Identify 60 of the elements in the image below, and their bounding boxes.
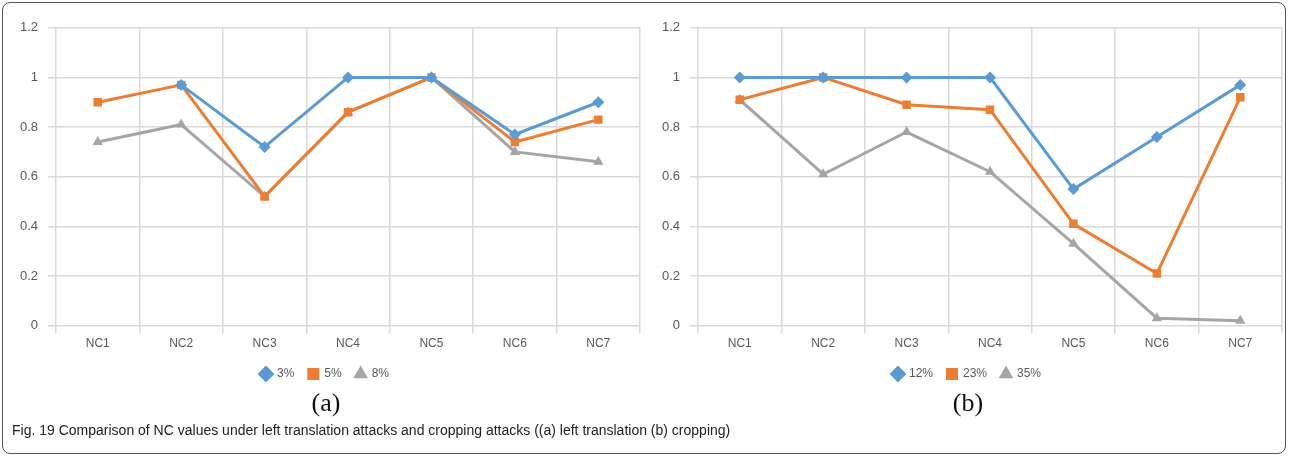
point [902,100,911,109]
point [1236,93,1245,102]
point [258,140,271,153]
y-tick-label: 0.2 [19,267,39,283]
legend-label: 12% [908,366,934,381]
x-tick-label: NC7 [586,336,611,351]
point [984,71,997,84]
point [1152,269,1162,278]
x-tick-label: NC2 [811,336,836,351]
point [509,145,521,155]
point [1151,312,1163,322]
y-tick-label: 0.4 [661,217,681,233]
x-tick-label: NC4 [336,336,361,351]
y-tick-label: 0.2 [661,267,681,283]
x-tick-label: NC3 [252,336,277,351]
y-tick-label: 1 [672,69,681,85]
point [593,155,604,165]
point [1150,130,1163,143]
point [901,126,912,136]
y-tick-label: 1.2 [661,19,681,35]
x-tick-label: NC5 [1061,336,1086,351]
point [985,105,995,114]
caption: Fig. 19 Comparison of NC values under left translation attacks and cropping attacks ((a) left translation (b) cropping) [12,422,731,438]
point [594,115,603,124]
point [176,118,187,128]
y-tick-label: 0.8 [19,118,39,134]
x-tick-label: NC2 [169,336,194,351]
point [1234,78,1247,91]
point [92,135,103,145]
y-tick-label: 0 [672,317,681,333]
point [1067,183,1080,196]
point [818,168,829,178]
y-tick-label: 1.2 [19,19,39,35]
text: (a) [310,388,342,418]
y-tick-label: 0.6 [19,168,39,184]
x-tick-label: NC7 [1228,336,1253,351]
y-tick-label: 1 [30,69,39,85]
text: (b) [951,388,985,418]
point [984,165,996,175]
y-tick-label: 0 [30,317,39,333]
point [1068,237,1079,247]
x-tick-label: NC6 [1144,336,1170,351]
x-tick-label: NC6 [502,336,528,351]
x-tick-label: NC3 [894,336,919,351]
point [592,96,605,109]
point [1235,314,1246,324]
x-tick-label: NC1 [727,336,753,351]
y-tick-label: 0.6 [661,168,681,184]
point [1069,219,1078,229]
y-tick-label: 0.4 [19,217,39,233]
legend-label: 3% [276,366,295,381]
y-tick-label: 0.8 [661,118,681,134]
x-tick-label: NC5 [419,336,444,351]
legend-label: 5% [324,366,342,381]
x-tick-label: NC4 [978,336,1003,351]
legend-label: 35% [1017,366,1042,381]
legend-label: 23% [962,366,988,381]
x-tick-label: NC1 [85,336,111,351]
legend-label: 8% [371,366,390,381]
point [508,128,521,141]
